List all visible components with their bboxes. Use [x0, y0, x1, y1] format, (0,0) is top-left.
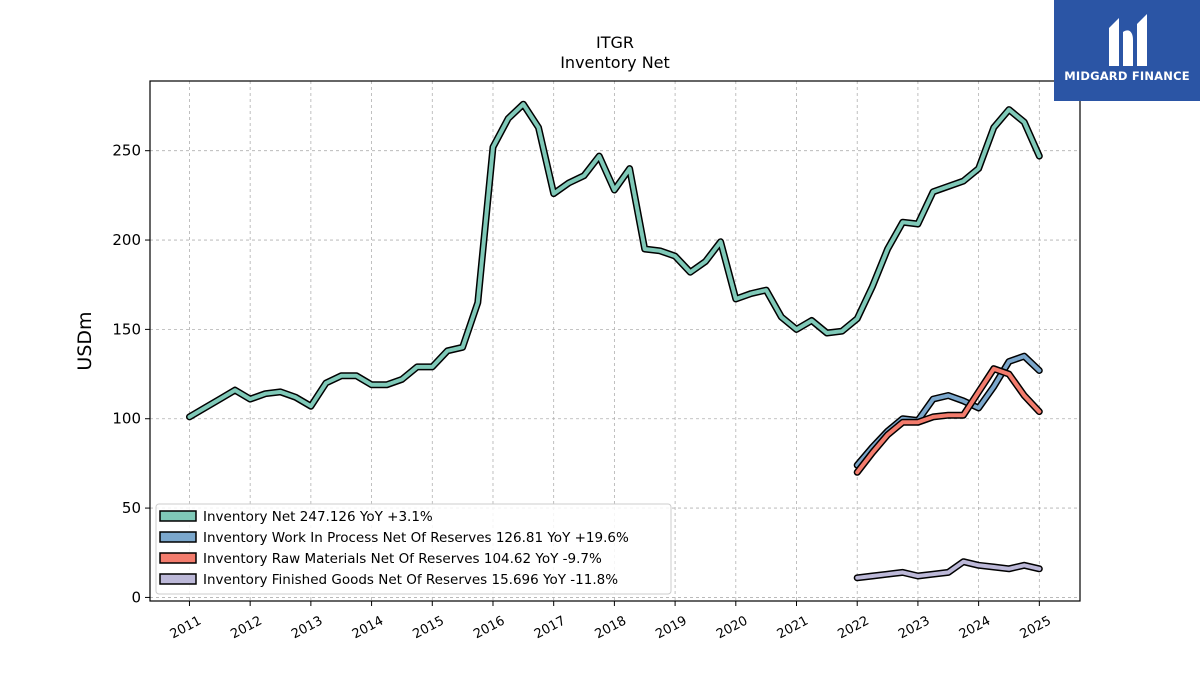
brand-logo: MIDGARD FINANCE [1054, 0, 1200, 101]
legend-swatch [159, 510, 197, 522]
y-tick-label: 50 [122, 499, 141, 517]
legend-box [155, 503, 672, 595]
x-tick-label: 2012 [228, 614, 264, 643]
x-tick-label: 2015 [411, 614, 447, 643]
midgard-logo-icon [1109, 14, 1147, 67]
x-tick-label: 2024 [957, 614, 993, 643]
legend-label: Inventory Net 247.126 YoY +3.1% [203, 509, 433, 525]
y-axis-ticks: 0 50 100 150 200 250 [112, 142, 150, 606]
chart-title: ITGR [596, 33, 634, 52]
x-tick-label: 2014 [350, 614, 386, 643]
chart-subtitle: Inventory Net [560, 53, 670, 72]
legend-swatch [159, 552, 197, 564]
series-line-3 [855, 559, 1042, 580]
grid-lines [150, 81, 1080, 601]
legend: Inventory Net 247.126 YoY +3.1% Inventory… [155, 503, 672, 595]
series-line-0 [187, 102, 1042, 419]
x-tick-label: 2011 [168, 614, 204, 643]
x-tick-label: 2016 [471, 614, 507, 643]
y-tick-label: 200 [112, 231, 141, 249]
y-tick-label: 150 [112, 320, 141, 338]
x-tick-label: 2023 [896, 614, 932, 643]
legend-swatch [159, 531, 197, 543]
series-line-2 [855, 366, 1042, 475]
legend-label: Inventory Raw Materials Net Of Reserves … [203, 551, 602, 567]
x-axis-ticks: 2011 2012 2013 2014 2015 2016 2017 2018 2019 2020… [168, 601, 1054, 642]
series-outline-2 [853, 365, 1043, 476]
x-tick-label: 2022 [835, 614, 871, 643]
x-tick-label: 2021 [775, 614, 811, 643]
legend-label: Inventory Work In Process Net Of Reserve… [203, 530, 629, 546]
brand-name: MIDGARD FINANCE [1064, 69, 1190, 83]
y-tick-label: 0 [131, 588, 141, 606]
y-axis-label: USDm [74, 311, 96, 370]
legend-swatch [159, 573, 197, 585]
x-tick-label: 2020 [714, 614, 750, 643]
x-tick-label: 2013 [289, 614, 325, 643]
x-tick-label: 2017 [532, 614, 568, 643]
x-tick-label: 2019 [653, 614, 689, 643]
y-tick-label: 100 [112, 410, 141, 428]
x-tick-label: 2025 [1018, 614, 1054, 643]
plot-frame [149, 80, 1081, 602]
series-lines [186, 100, 1043, 582]
x-tick-label: 2018 [593, 614, 629, 643]
y-tick-label: 250 [112, 142, 141, 160]
legend-label: Inventory Finished Goods Net Of Reserves… [203, 572, 618, 588]
